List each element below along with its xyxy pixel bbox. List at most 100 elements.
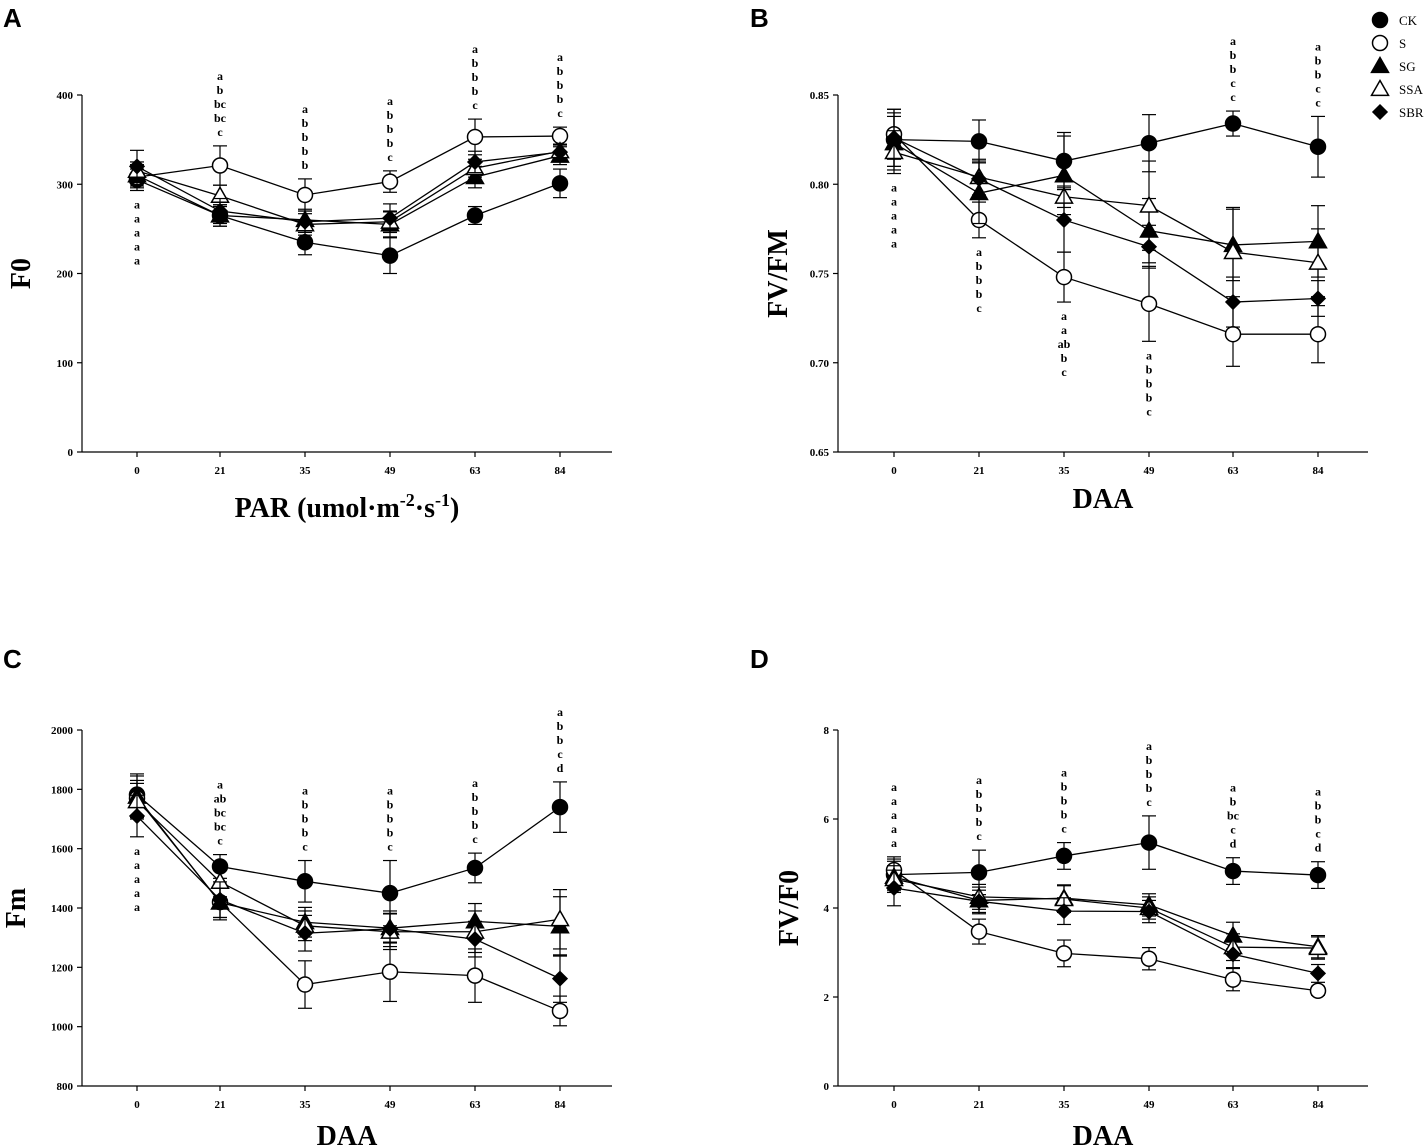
x-tick-label: 84 — [555, 1099, 567, 1111]
x-tick-label: 21 — [974, 1099, 985, 1111]
significance-letter: a — [891, 209, 897, 223]
data-point — [970, 864, 988, 881]
significance-letter: a — [976, 773, 982, 787]
significance-letter: a — [891, 822, 897, 836]
series-s — [128, 779, 569, 1027]
significance-letter: a — [472, 42, 478, 56]
significance-letter: b — [1146, 781, 1153, 795]
data-point — [1224, 971, 1242, 988]
significance-letter: b — [976, 787, 983, 801]
x-tick-label: 0 — [134, 465, 140, 477]
legend-label: S — [1399, 36, 1406, 51]
significance-letter: c — [1146, 404, 1152, 418]
y-tick-label: 1800 — [51, 784, 74, 796]
significance-letter: a — [134, 211, 140, 225]
x-tick-label: 35 — [1059, 1099, 1071, 1111]
series-line — [136, 794, 561, 894]
significance-letter: b — [1061, 808, 1068, 822]
x-axis-title: DAA — [1073, 1121, 1134, 1145]
data-point — [1309, 982, 1327, 1000]
significance-letter: a — [302, 102, 308, 116]
y-tick-label: 800 — [57, 1081, 74, 1093]
significance-letter: a — [217, 778, 223, 792]
y-tick-label: 1600 — [51, 844, 74, 856]
significance-letter: c — [557, 106, 563, 120]
significance-letter: c — [1315, 81, 1321, 95]
series-sbr — [128, 794, 569, 1003]
series-ssa — [884, 865, 1328, 962]
significance-letter: bc — [214, 111, 227, 125]
significance-letter: b — [1315, 799, 1322, 813]
panel-letter: B — [750, 3, 769, 33]
series-sbr — [128, 144, 569, 234]
significance-letter: a — [891, 237, 897, 251]
significance-letter: c — [1061, 822, 1067, 836]
x-tick-label: 0 — [134, 1099, 140, 1111]
significance-letter: b — [1146, 390, 1153, 404]
significance-letter: ab — [1058, 337, 1071, 351]
significance-letter: a — [1315, 39, 1321, 53]
data-point — [885, 129, 903, 146]
x-axis-title: DAA — [317, 1121, 378, 1145]
data-point — [296, 873, 314, 890]
data-point — [551, 1002, 569, 1020]
series-ck — [128, 773, 569, 927]
x-tick-label: 49 — [1144, 465, 1156, 477]
significance-letter: bc — [1227, 809, 1240, 823]
significance-letter: b — [1230, 795, 1237, 809]
y-tick-label: 200 — [57, 269, 74, 281]
data-point — [550, 909, 570, 927]
y-tick-label: 300 — [57, 179, 74, 191]
y-axis-title: FV/FM — [763, 229, 794, 318]
series-line — [136, 815, 561, 980]
series-s — [885, 856, 1327, 1000]
data-point — [296, 925, 314, 942]
data-point — [466, 859, 484, 877]
data-point — [296, 213, 314, 230]
significance-letter: b — [472, 70, 479, 84]
significance-letter: c — [1315, 95, 1321, 109]
series-line — [893, 137, 1319, 303]
data-point — [1140, 834, 1158, 851]
y-axis-title: Fm — [1, 888, 32, 928]
significance-letter: a — [134, 239, 140, 253]
x-tick-label: 21 — [974, 465, 985, 477]
significance-letter: c — [217, 834, 223, 848]
significance-letter: b — [976, 801, 983, 815]
series-line — [136, 800, 561, 933]
series-line — [893, 133, 1318, 335]
x-tick-label: 63 — [1228, 465, 1240, 477]
y-tick-label: 2 — [824, 992, 830, 1004]
x-tick-label: 35 — [300, 1099, 312, 1111]
significance-letter: b — [976, 815, 983, 829]
y-tick-label: 1200 — [51, 962, 74, 974]
data-point — [381, 963, 399, 981]
x-axis-title-part: ) — [450, 493, 459, 524]
data-point — [1309, 290, 1327, 307]
series-line — [136, 151, 561, 223]
legend-marker — [1371, 103, 1389, 121]
significance-letter: b — [1061, 351, 1068, 365]
significance-letter: a — [1146, 739, 1152, 753]
significance-letter: a — [134, 225, 140, 239]
y-tick-label: 400 — [57, 90, 74, 102]
data-point — [1140, 950, 1158, 967]
legend: CK S SG SSA SBR — [1370, 11, 1424, 121]
y-tick-label: 0.75 — [810, 269, 830, 281]
significance-letter: b — [1146, 767, 1153, 781]
x-tick-label: 21 — [215, 465, 226, 477]
y-tick-label: 6 — [824, 814, 830, 826]
x-tick-label: 63 — [470, 465, 482, 477]
panel-letter: C — [3, 644, 22, 674]
series-ck — [128, 168, 569, 275]
data-point — [1055, 268, 1073, 286]
legend-item-sg: SG — [1370, 55, 1416, 74]
significance-letter: b — [1230, 62, 1237, 76]
data-point — [970, 893, 988, 910]
data-point — [551, 175, 569, 192]
data-point — [970, 133, 988, 150]
significance-letter: a — [1230, 781, 1236, 795]
x-axis-title: PAR (umol·m-2·s-1) — [235, 490, 460, 524]
x-axis-title-part: ·s — [415, 493, 435, 524]
